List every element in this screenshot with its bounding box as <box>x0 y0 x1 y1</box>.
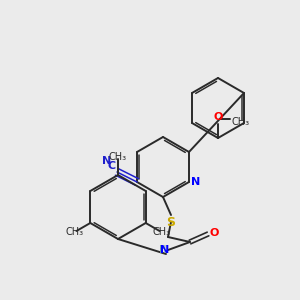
Text: O: O <box>210 228 219 238</box>
Text: C: C <box>108 161 116 171</box>
Text: CH₃: CH₃ <box>66 227 84 237</box>
Text: CH₃: CH₃ <box>232 117 250 127</box>
Text: N: N <box>160 245 169 255</box>
Text: H: H <box>159 245 166 255</box>
Text: O: O <box>213 112 223 122</box>
Text: CH₃: CH₃ <box>109 152 127 162</box>
Text: CH₃: CH₃ <box>152 227 170 237</box>
Text: S: S <box>167 216 176 229</box>
Text: N: N <box>191 177 200 187</box>
Text: N: N <box>102 156 112 166</box>
